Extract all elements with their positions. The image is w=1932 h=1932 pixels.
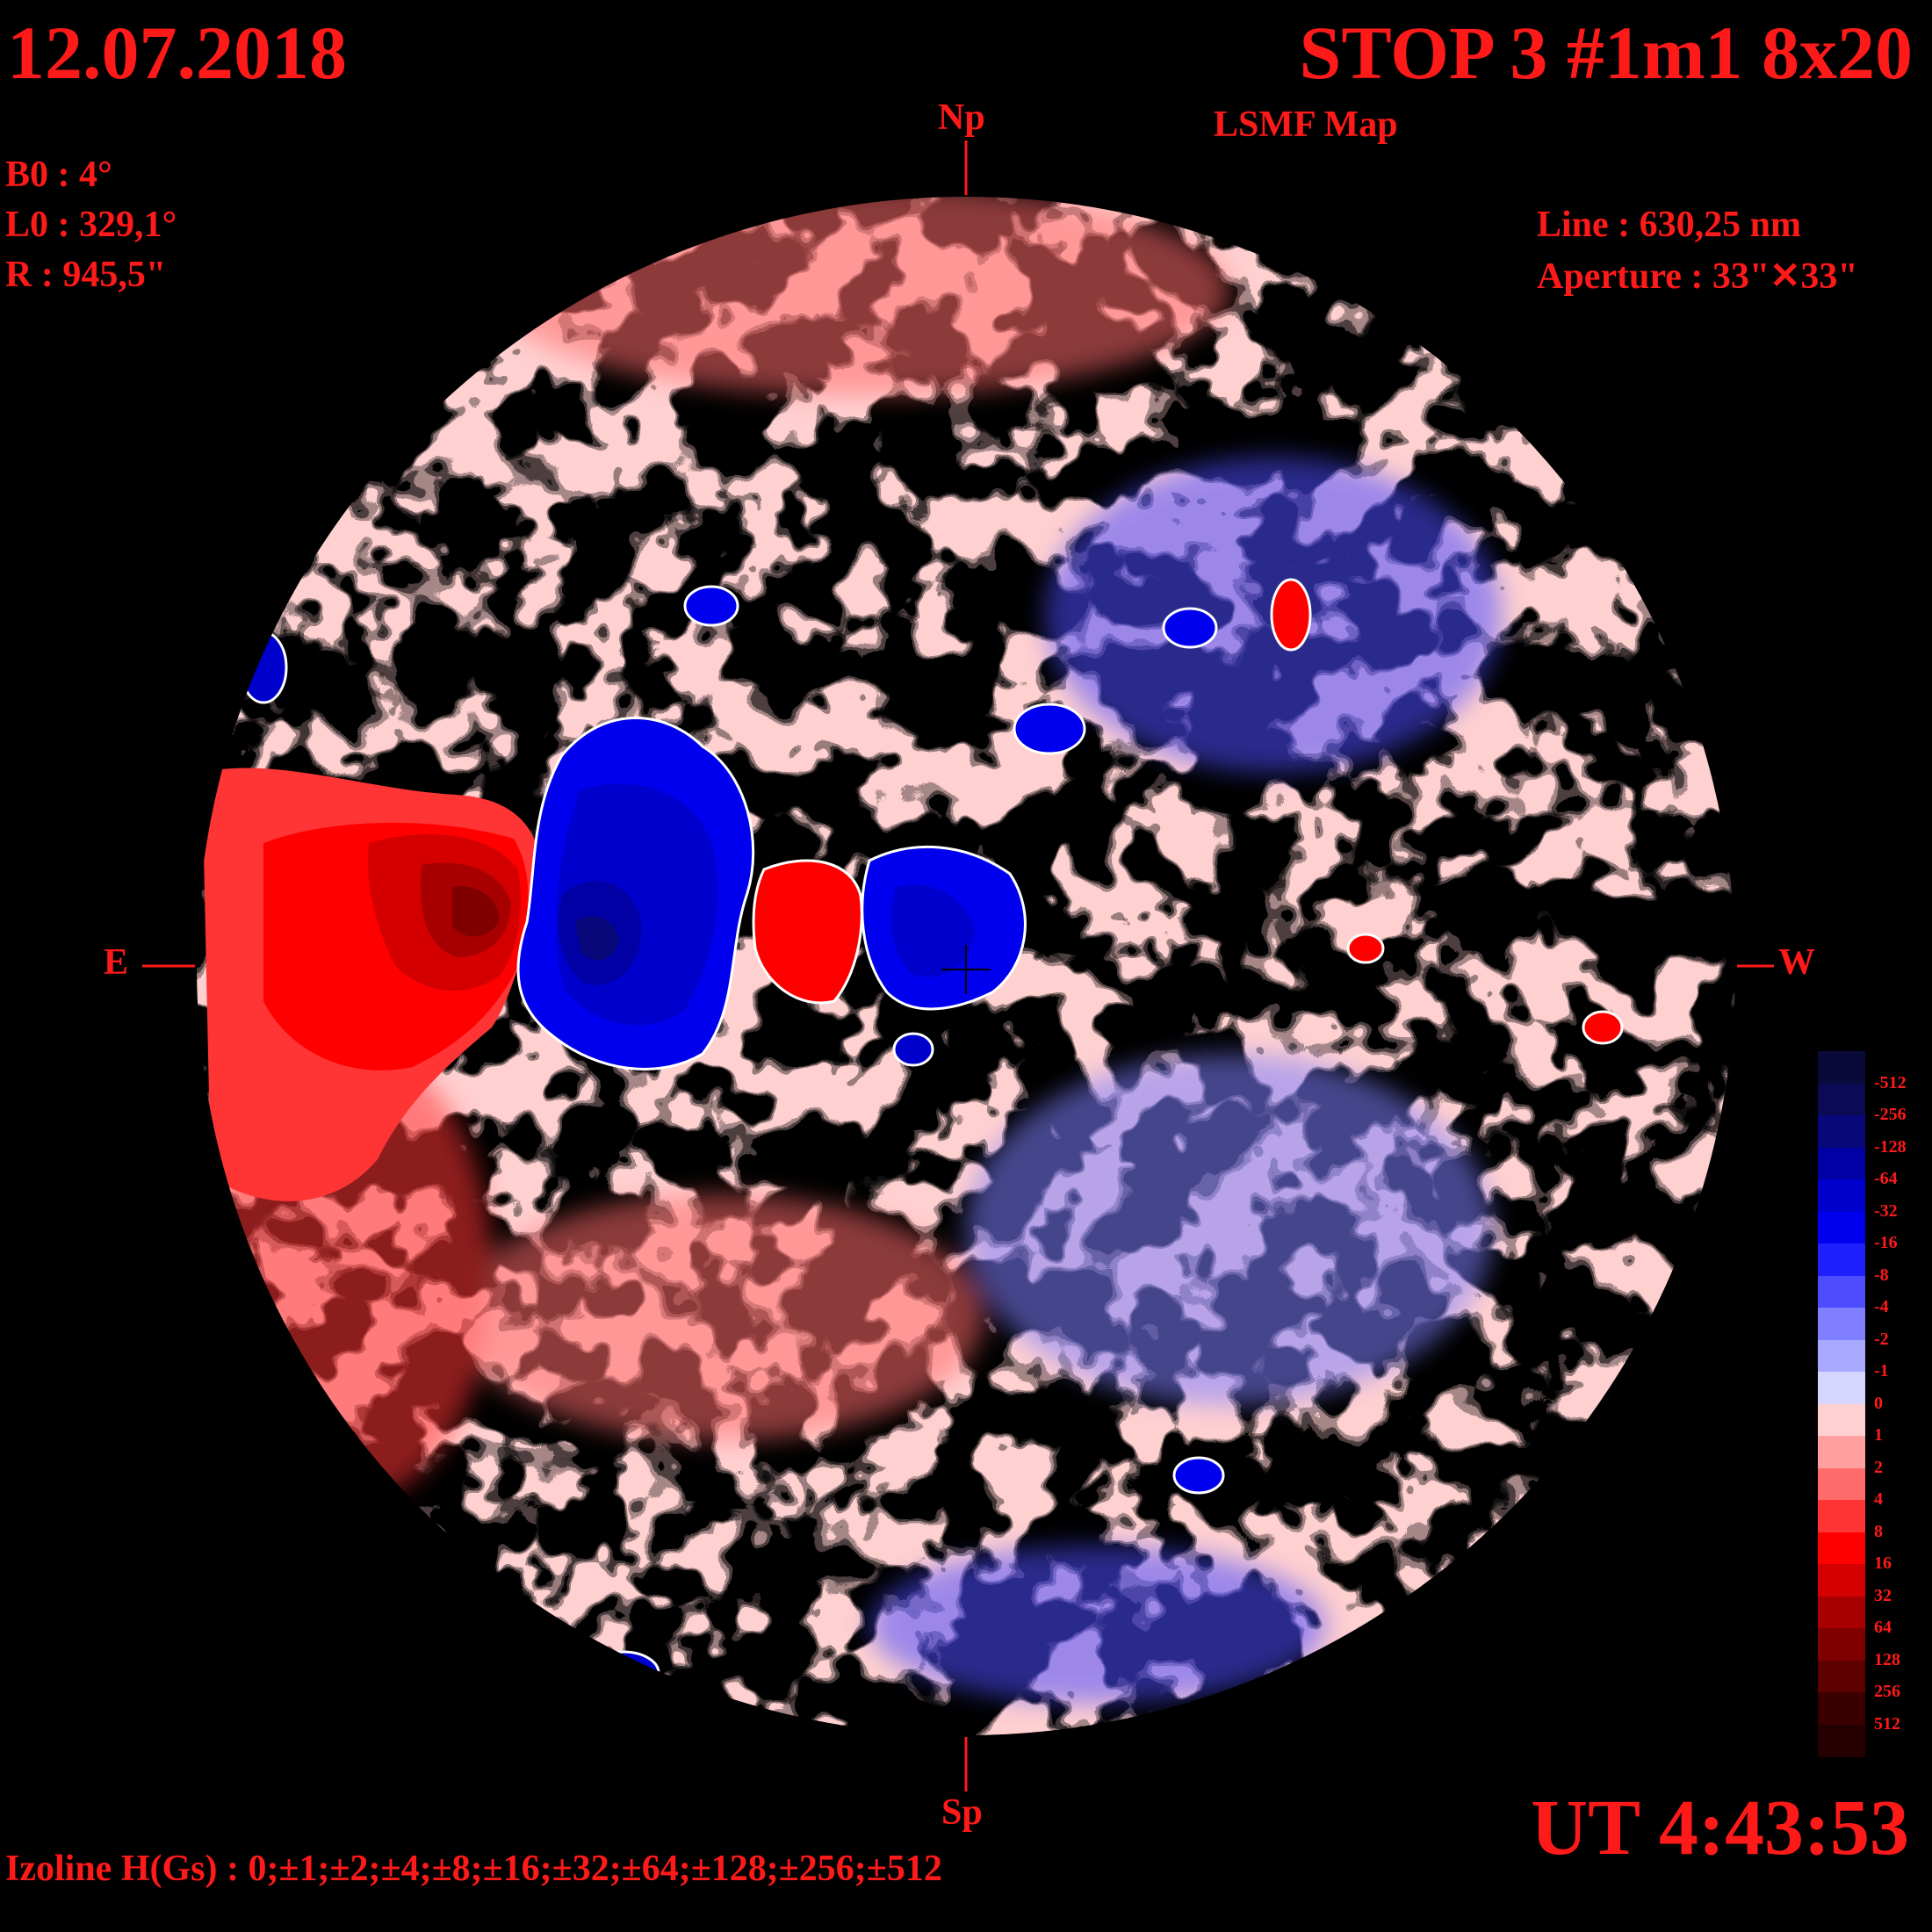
legend-label: 1 [1874,1425,1883,1445]
izoline-levels: Izoline H(Gs) : 0;±1;±2;±4;±8;±16;±32;±6… [5,1849,942,1889]
legend-swatch [1818,1244,1865,1277]
legend-label: 128 [1874,1649,1900,1669]
compass-ticks [142,141,1774,1791]
map-subtitle: LSMF Map [1214,105,1398,145]
legend-label: -256 [1874,1105,1907,1124]
legend-swatch [1818,1051,1865,1085]
legend-label: -2 [1874,1329,1889,1349]
legend-label: 64 [1874,1618,1892,1637]
param-b0: B0 : 4° [5,155,112,195]
legend-swatch [1818,1275,1865,1308]
compass-east-label: E [104,942,129,983]
legend-label: -512 [1874,1072,1907,1092]
legend-swatch [1818,1115,1865,1149]
ut-time: UT 4:43:53 [1531,1784,1909,1871]
legend-label: -64 [1874,1169,1898,1188]
solar-disk [196,196,1736,1736]
center-crosshair [941,945,991,994]
legend-label: 16 [1874,1554,1892,1573]
legend-swatch [1818,1308,1865,1341]
legend-swatch [1818,1628,1865,1662]
compass-north-label: Np [938,97,985,138]
legend-swatch [1818,1532,1865,1565]
legend-label: -128 [1874,1136,1907,1157]
legend-label: 256 [1874,1682,1900,1701]
legend-swatch [1818,1692,1865,1726]
legend-label: -16 [1874,1233,1898,1252]
legend-swatch [1818,1179,1865,1213]
legend-swatch [1818,1467,1865,1501]
legend-label: 2 [1874,1457,1883,1477]
legend-swatch [1818,1500,1865,1533]
legend-label: 0 [1874,1393,1883,1413]
legend-swatch [1818,1403,1865,1437]
legend-label: -8 [1874,1265,1889,1285]
param-line: Line : 630,25 nm [1537,205,1802,245]
legend-swatch [1818,1724,1865,1757]
legend-swatch [1818,1083,1865,1116]
legend-swatch [1818,1436,1865,1469]
legend-swatch [1818,1147,1865,1180]
param-aperture: Aperture : 33"✕33" [1537,256,1858,297]
legend-label: 8 [1874,1521,1883,1541]
legend-swatch [1818,1660,1865,1693]
param-radius: R : 945,5" [5,255,167,295]
color-legend: -512 -256 -128 -64 -32 -16 -8 -4 -2 -1 0 1 2 4 8 16 32 64… [1818,1051,1923,1757]
legend-swatch [1818,1564,1865,1597]
legend-swatch [1818,1339,1865,1373]
compass-south-label: Sp [941,1792,983,1833]
legend-swatch [1818,1372,1865,1405]
legend-swatch [1818,1211,1865,1244]
compass-west-label: W [1778,942,1815,983]
legend-label: -4 [1874,1297,1889,1316]
legend-label: -32 [1874,1200,1898,1221]
observation-date: 12.07.2018 [7,11,347,95]
legend-label: -1 [1874,1361,1889,1381]
legend-label: 32 [1874,1585,1892,1605]
param-l0: L0 : 329,1° [5,205,177,245]
legend-label: 4 [1874,1489,1883,1509]
observation-title: STOP 3 #1m1 8x20 [1299,11,1913,95]
legend-label: 512 [1874,1713,1900,1734]
legend-swatch [1818,1596,1865,1629]
